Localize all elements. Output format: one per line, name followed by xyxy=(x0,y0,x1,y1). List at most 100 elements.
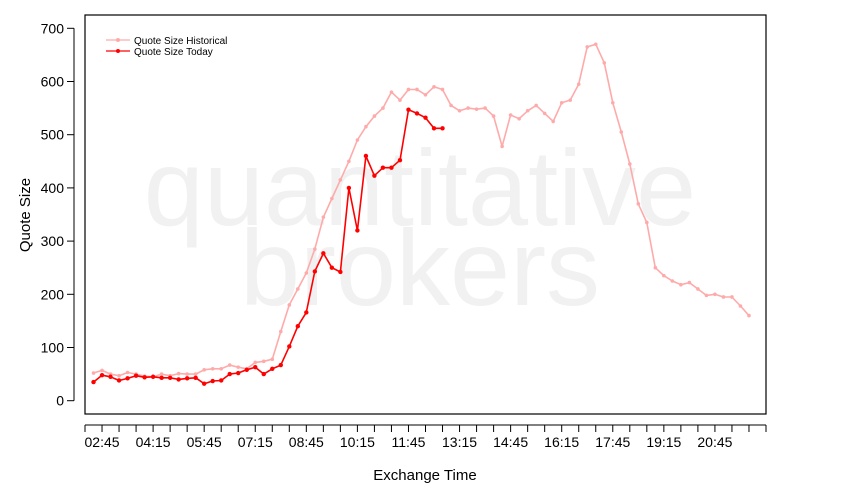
y-axis: 0 100 200 300 400 500 600 700 xyxy=(41,20,75,409)
data-point xyxy=(184,376,190,381)
y-tick-label: 100 xyxy=(41,340,65,356)
x-tick-label: 17:45 xyxy=(595,434,630,450)
data-point xyxy=(670,279,675,283)
data-point xyxy=(159,375,164,381)
data-point xyxy=(491,114,496,118)
data-point xyxy=(219,378,224,383)
data-point xyxy=(296,287,300,291)
data-point xyxy=(227,363,232,367)
data-point xyxy=(364,124,368,129)
data-point xyxy=(142,375,147,380)
data-point xyxy=(244,367,249,373)
data-point xyxy=(406,107,411,112)
data-point xyxy=(108,374,113,379)
x-tick-label: 02:45 xyxy=(85,434,120,450)
data-point xyxy=(338,269,343,275)
data-point xyxy=(449,103,453,108)
data-point xyxy=(329,265,335,270)
data-point xyxy=(542,111,547,116)
data-point xyxy=(397,158,403,163)
y-tick-label: 0 xyxy=(56,393,64,409)
data-point xyxy=(534,103,538,108)
data-point xyxy=(330,196,334,201)
data-point xyxy=(662,273,666,278)
data-point xyxy=(304,271,309,275)
data-point xyxy=(278,329,283,334)
data-point xyxy=(99,372,105,378)
data-point xyxy=(321,251,326,256)
y-tick-label: 700 xyxy=(41,20,65,36)
data-point xyxy=(423,115,428,120)
data-point xyxy=(602,61,607,65)
data-point xyxy=(261,371,266,377)
data-point xyxy=(551,119,555,124)
data-point xyxy=(585,45,590,49)
data-point xyxy=(687,280,692,285)
data-point xyxy=(653,265,658,270)
legend-label-today: Quote Size Today xyxy=(134,47,213,58)
data-point xyxy=(440,87,445,92)
data-point xyxy=(270,357,275,362)
y-tick-label: 600 xyxy=(41,74,65,90)
watermark-line-1: quantitative xyxy=(144,127,696,248)
data-point xyxy=(295,324,301,329)
data-point xyxy=(125,376,130,381)
data-point xyxy=(619,130,624,134)
series-today xyxy=(91,107,445,386)
data-point xyxy=(355,228,360,233)
legend-label-historical: Quote Size Historical xyxy=(134,36,227,47)
data-point xyxy=(500,144,504,149)
data-point xyxy=(508,113,513,117)
data-point xyxy=(406,87,411,92)
data-point xyxy=(278,362,283,368)
data-point xyxy=(117,373,121,378)
y-axis-title: Quote Size xyxy=(17,178,34,252)
y-tick-label: 300 xyxy=(41,233,65,249)
data-point xyxy=(159,372,164,376)
data-point xyxy=(730,295,734,299)
legend-item-today: Quote Size Today xyxy=(106,47,213,58)
data-point xyxy=(321,215,326,219)
data-point xyxy=(219,366,223,371)
data-point xyxy=(721,295,726,299)
x-tick-label: 04:15 xyxy=(136,434,171,450)
y-tick-label: 500 xyxy=(41,127,65,143)
data-point xyxy=(287,344,292,349)
data-point xyxy=(398,98,402,102)
data-point xyxy=(287,303,292,307)
data-point xyxy=(415,87,419,92)
data-point xyxy=(116,378,122,383)
x-axis-title: Exchange Time xyxy=(373,467,476,484)
x-tick-label: 11:45 xyxy=(391,434,425,450)
data-point xyxy=(525,108,530,113)
x-tick-label: 20:45 xyxy=(697,434,732,450)
data-point xyxy=(610,100,615,105)
data-point xyxy=(210,366,215,371)
data-point xyxy=(346,185,352,191)
x-axis: 02:45 04:15 05:45 07:15 08:45 10:15 11:45 13:15… xyxy=(84,424,767,450)
data-point xyxy=(645,220,649,225)
data-point xyxy=(593,42,598,47)
data-point xyxy=(193,372,198,376)
data-point xyxy=(440,126,445,131)
x-tick-label: 05:45 xyxy=(187,434,222,450)
y-tick-label: 200 xyxy=(41,286,65,302)
data-point xyxy=(185,372,189,376)
data-point xyxy=(576,82,581,86)
data-point xyxy=(423,93,428,97)
data-point xyxy=(210,378,215,384)
legend-marker-historical xyxy=(116,38,120,42)
data-point xyxy=(432,85,436,89)
y-tick-label: 400 xyxy=(41,180,65,196)
data-point xyxy=(355,138,360,142)
data-point xyxy=(201,381,207,386)
data-point xyxy=(380,165,386,170)
data-point xyxy=(372,173,377,178)
data-point xyxy=(176,377,181,382)
data-point xyxy=(91,379,96,385)
data-point xyxy=(253,364,258,370)
watermark-line-2: brokers xyxy=(240,207,600,328)
data-point xyxy=(679,282,683,287)
data-point xyxy=(167,375,173,381)
